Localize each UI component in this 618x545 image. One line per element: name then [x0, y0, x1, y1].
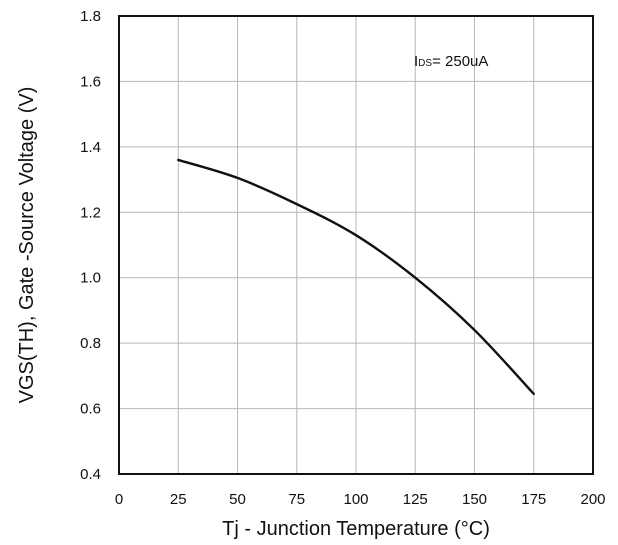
- series-line: [177, 158, 535, 396]
- x-tick-label: 0: [115, 491, 123, 508]
- annotation-text: IDS= 250uA: [414, 53, 488, 70]
- annotation-value: = 250uA: [432, 53, 488, 70]
- x-tick-label: 100: [343, 491, 368, 508]
- series-group: [177, 158, 535, 396]
- y-tick-label: 1.4: [80, 139, 101, 156]
- annotation-symbol: I: [414, 53, 418, 70]
- x-axis-ticks: 0 25 50 75 100 125 150 175 200: [115, 491, 606, 508]
- y-tick-label: 0.8: [80, 335, 101, 352]
- y-axis-title: VGS(TH), Gate -Source Voltage (V): [16, 87, 38, 404]
- y-axis-ticks: 0.4 0.6 0.8 1.0 1.2 1.4 1.6 1.8: [80, 8, 101, 483]
- x-tick-label: 175: [521, 491, 546, 508]
- grid-lines: [119, 16, 593, 474]
- x-tick-label: 200: [580, 491, 605, 508]
- y-tick-label: 1.0: [80, 270, 101, 287]
- x-tick-label: 150: [462, 491, 487, 508]
- x-tick-label: 125: [403, 491, 428, 508]
- y-tick-label: 1.8: [80, 8, 101, 25]
- annotation-subscript: DS: [418, 58, 432, 69]
- y-tick-label: 0.6: [80, 401, 101, 418]
- x-axis-title: Tj - Junction Temperature (°C): [222, 518, 490, 540]
- x-tick-label: 25: [170, 491, 187, 508]
- x-tick-label: 50: [229, 491, 246, 508]
- plot-frame: [118, 15, 594, 475]
- y-tick-label: 1.6: [80, 73, 101, 90]
- x-tick-label: 75: [288, 491, 305, 508]
- y-tick-label: 0.4: [80, 466, 101, 483]
- y-tick-label: 1.2: [80, 204, 101, 221]
